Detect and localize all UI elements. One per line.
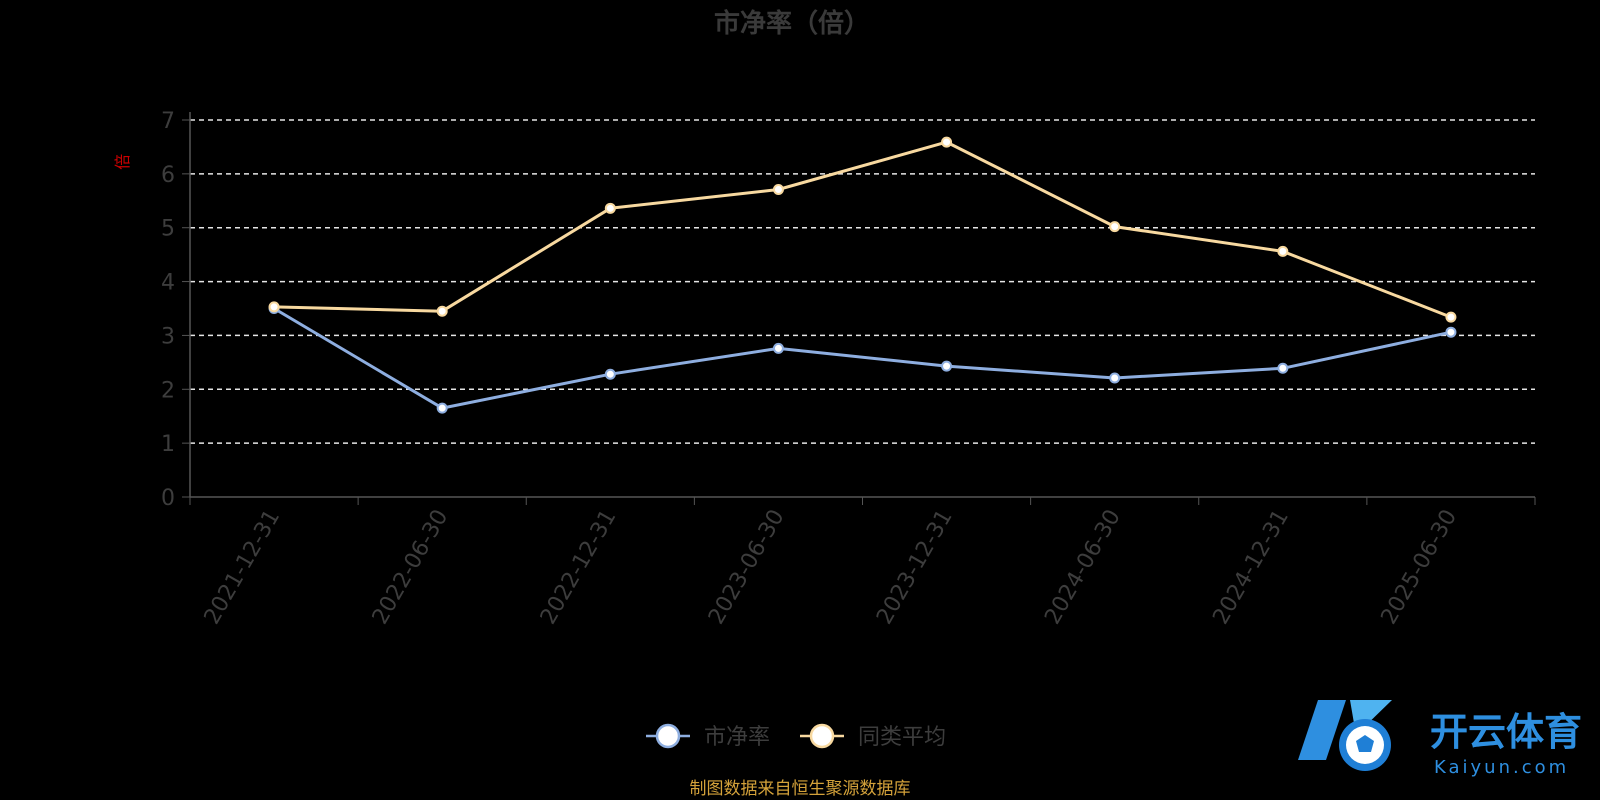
data-point [1109,221,1121,233]
y-tick-label: 1 [161,432,175,457]
data-point [1109,372,1121,384]
y-tick-label: 6 [161,163,175,188]
watermark-logo: 开云体育 Kaiyun.com [1298,700,1582,778]
y-tick-label: 0 [161,486,175,511]
data-point [1277,362,1289,374]
data-point [436,305,448,317]
x-tick-label: 2022-06-30 [368,506,454,629]
x-tick-label: 2022-12-31 [536,506,622,629]
series-lines [268,136,1457,414]
legend-label: 同类平均 [858,725,946,750]
axes: 0 1 2 3 4 5 6 7 2021-12-31 2022-06-30 2022-12-31 20… [161,109,1536,629]
x-tick-label: 2021-12-31 [200,506,286,629]
x-tick-label: 2025-06-30 [1377,506,1463,629]
legend-label: 市净率 [704,725,770,750]
data-point [1277,245,1289,257]
y-tick-label: 4 [161,271,175,296]
data-point [268,301,280,313]
data-point [772,342,784,354]
data-point [436,402,448,414]
watermark-domain: Kaiyun.com [1434,757,1569,778]
data-point [604,202,616,214]
data-point [941,136,953,148]
data-point [1445,326,1457,338]
series-line-2 [274,140,1452,319]
source-note: 制图数据来自恒生聚源数据库 [690,779,911,799]
data-point [604,368,616,380]
y-tick-label: 2 [161,378,175,403]
legend-marker [655,723,681,749]
legend[interactable]: 市净率 同类平均 [646,723,946,750]
x-tick-label: 2023-06-30 [704,506,790,629]
data-point [772,183,784,195]
watermark-name: 开云体育 [1430,710,1582,754]
grid-lines [190,119,1535,444]
x-tick-label: 2024-06-30 [1040,506,1126,629]
k-ball-icon [1298,700,1392,771]
data-point [941,360,953,372]
legend-marker [809,723,835,749]
y-tick-label: 7 [161,109,175,134]
y-tick-label: 3 [161,324,175,349]
chart-title: 市净率（倍） [714,8,870,39]
y-tick-label: 5 [161,217,175,242]
series-line-1 [273,307,1452,410]
y-axis-unit: 倍 [113,154,132,170]
data-point [1445,311,1457,323]
x-tick-label: 2024-12-31 [1208,506,1294,629]
x-tick-label: 2023-12-31 [872,506,958,629]
